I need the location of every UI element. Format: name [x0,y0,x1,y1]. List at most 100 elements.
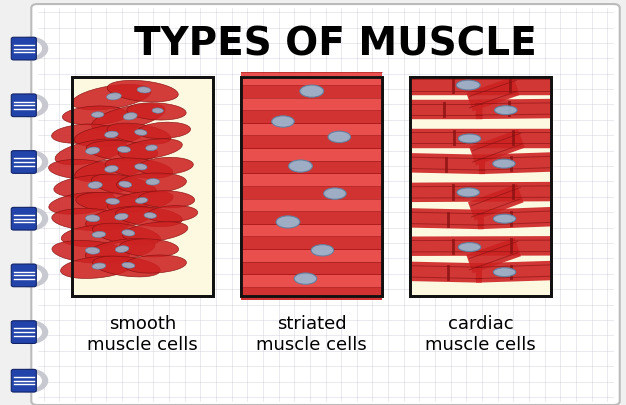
Ellipse shape [276,216,300,228]
Ellipse shape [495,106,517,115]
Ellipse shape [105,166,118,172]
Ellipse shape [76,192,147,213]
Ellipse shape [144,213,156,218]
Ellipse shape [107,123,171,144]
Bar [410,77,551,296]
Ellipse shape [116,207,182,227]
Ellipse shape [146,206,198,222]
Ellipse shape [458,134,481,143]
Ellipse shape [86,206,155,230]
Ellipse shape [152,108,163,113]
Circle shape [19,268,41,283]
Ellipse shape [61,225,133,247]
Ellipse shape [54,175,131,198]
Ellipse shape [115,246,129,252]
Ellipse shape [458,243,481,252]
Ellipse shape [51,124,114,143]
Ellipse shape [118,139,182,159]
Text: cardiac
muscle cells: cardiac muscle cells [425,315,536,354]
Ellipse shape [123,222,188,242]
Circle shape [19,155,41,169]
Circle shape [13,94,48,117]
Ellipse shape [92,263,106,269]
Ellipse shape [108,191,173,212]
Bar [241,77,382,296]
Ellipse shape [311,245,334,256]
Ellipse shape [456,80,480,90]
Ellipse shape [137,87,151,93]
Bar [241,287,382,301]
Text: TYPES OF MUSCLE: TYPES OF MUSCLE [133,26,536,64]
Bar [241,186,382,199]
Bar [241,173,382,187]
Ellipse shape [272,116,294,127]
Bar [241,148,382,162]
Ellipse shape [49,160,114,179]
Bar [241,198,382,212]
Ellipse shape [91,174,156,197]
Bar [241,123,382,136]
FancyBboxPatch shape [11,207,36,230]
Ellipse shape [61,256,133,279]
Bar [241,77,382,296]
Bar [410,77,551,296]
Circle shape [19,41,41,56]
Ellipse shape [49,192,116,214]
Ellipse shape [119,181,131,188]
Bar [72,77,213,296]
Bar [241,135,382,149]
Ellipse shape [146,179,160,185]
Circle shape [13,37,48,60]
Circle shape [13,369,48,392]
Ellipse shape [120,239,178,257]
Ellipse shape [135,164,147,170]
Ellipse shape [105,158,173,178]
Ellipse shape [127,103,186,120]
Ellipse shape [135,130,147,135]
Ellipse shape [122,262,135,268]
Ellipse shape [105,131,118,138]
Bar [72,77,213,296]
Ellipse shape [106,198,120,205]
Circle shape [19,373,41,388]
Ellipse shape [324,188,346,199]
Ellipse shape [86,147,100,154]
Bar [241,224,382,237]
Ellipse shape [93,223,160,245]
Ellipse shape [55,139,126,165]
Ellipse shape [116,173,187,193]
Ellipse shape [85,239,155,262]
Text: smooth
muscle cells: smooth muscle cells [87,315,198,354]
Bar [241,262,382,275]
Bar [410,77,551,296]
Ellipse shape [86,215,100,222]
Ellipse shape [91,112,104,117]
Ellipse shape [146,145,157,151]
Ellipse shape [52,209,130,230]
Circle shape [19,211,41,226]
Bar [241,211,382,224]
Ellipse shape [138,122,190,139]
Bar [241,237,382,250]
Ellipse shape [118,146,130,153]
Bar [241,77,382,296]
Ellipse shape [93,256,160,277]
Ellipse shape [115,213,128,220]
FancyBboxPatch shape [11,151,36,173]
Ellipse shape [493,214,516,223]
Bar [241,72,382,85]
Ellipse shape [74,125,145,147]
FancyBboxPatch shape [31,4,620,405]
Ellipse shape [72,85,151,110]
Ellipse shape [74,158,145,182]
Ellipse shape [91,104,165,131]
Ellipse shape [289,160,312,172]
Ellipse shape [493,159,515,168]
Bar [241,274,382,288]
Ellipse shape [107,80,178,102]
Ellipse shape [493,268,516,277]
Bar [241,161,382,174]
Ellipse shape [92,231,106,238]
Ellipse shape [86,141,158,161]
Ellipse shape [86,247,100,254]
